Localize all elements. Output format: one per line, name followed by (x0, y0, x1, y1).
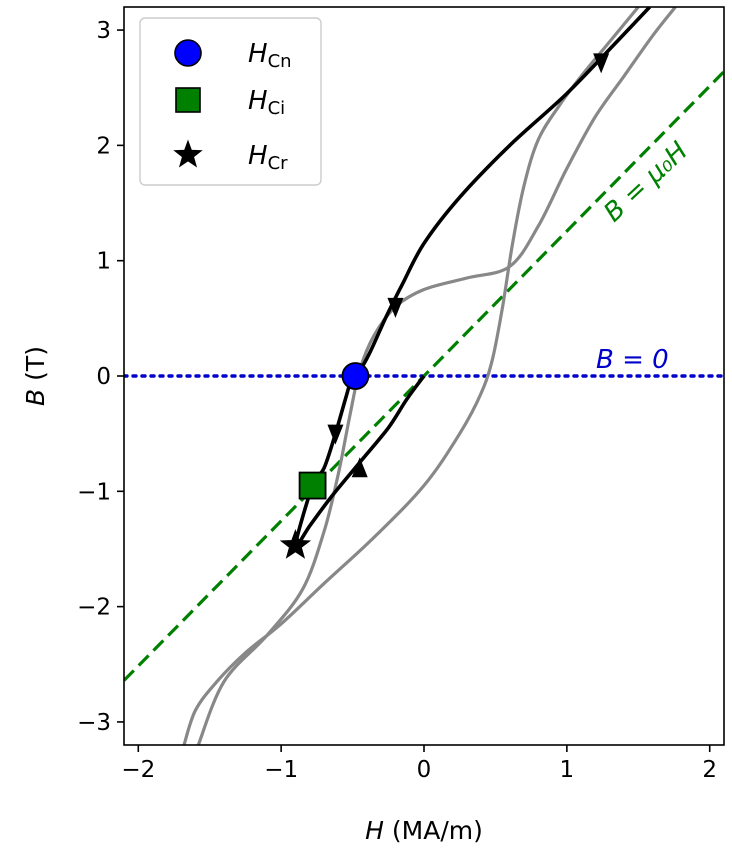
direction-arrow-3 (327, 424, 344, 445)
legend-label-hcn: HCn (248, 39, 292, 72)
legend-square-marker (175, 87, 201, 113)
legend: HCn HCi HCr (139, 17, 322, 186)
direction-arrow-4 (351, 457, 368, 478)
y-tick-label: 0 (96, 364, 111, 390)
y-tick-label: −3 (77, 710, 111, 736)
ticks-layer: −2 −1 0 1 2 −3 −2 −1 0 1 2 3 (77, 18, 717, 783)
legend-label-hcr: HCr (248, 141, 288, 174)
x-tick-label: −1 (264, 757, 298, 783)
plot-frame (123, 6, 725, 746)
hysteresis-branch-1 (182, 7, 640, 745)
y-axis-label: B (T) (21, 346, 50, 406)
direction-arrow-2 (387, 297, 404, 318)
x-tick-label: 1 (560, 757, 575, 783)
y-tick-label: 2 (96, 133, 111, 159)
legend-star-marker (173, 139, 203, 168)
x-tick-label: 0 (417, 757, 432, 783)
b-zero-annotation: B = 0 (596, 345, 669, 375)
y-tick-label: 1 (96, 249, 111, 275)
marker-hci (298, 471, 327, 500)
data-layer (124, 7, 724, 745)
y-tick-label: 3 (96, 18, 111, 44)
marker-hcr (279, 529, 312, 559)
x-tick-label: −2 (121, 757, 155, 783)
x-axis-label: H (MA/m) (365, 816, 483, 845)
x-tick-label: 2 (702, 757, 717, 783)
y-tick-label: −1 (77, 479, 111, 505)
y-tick-label: −2 (77, 595, 111, 621)
legend-label-hci: HCi (248, 86, 285, 119)
direction-arrow-1 (593, 53, 610, 74)
legend-box (139, 17, 322, 186)
marker-hcn (341, 362, 370, 390)
legend-circle-marker (174, 39, 202, 67)
